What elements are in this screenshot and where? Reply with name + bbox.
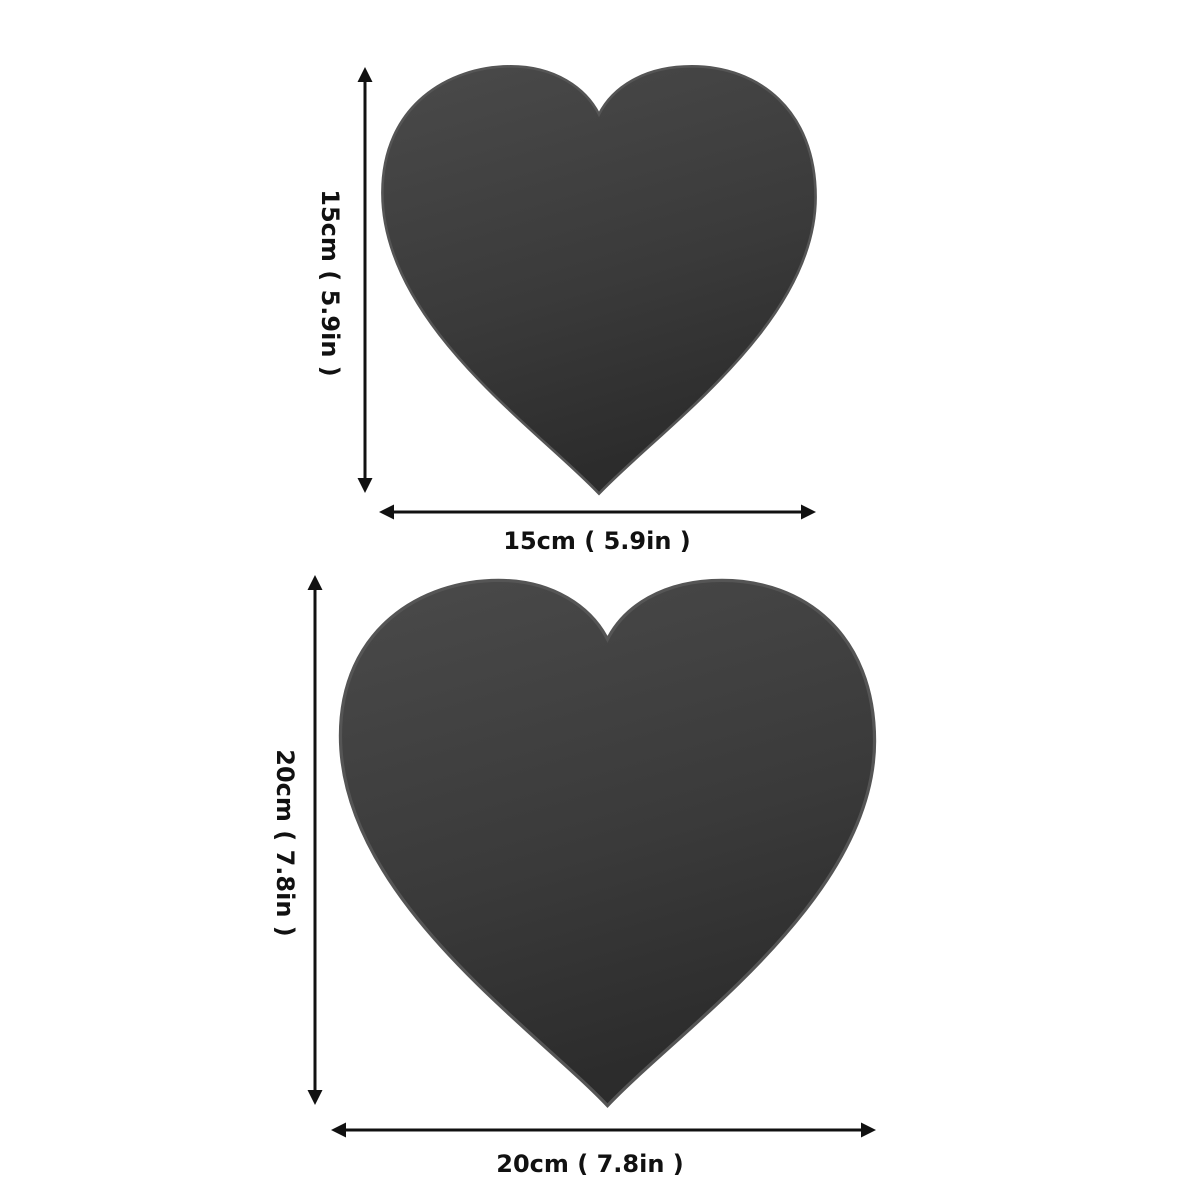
small-heart-slate-image: [381, 65, 817, 495]
large-width-label: 20cm ( 7.8in ): [496, 1150, 684, 1178]
large-heart-slate-image: [338, 578, 877, 1108]
large-height-label: 20cm ( 7.8in ): [271, 749, 299, 937]
small-width-label: 15cm ( 5.9in ): [503, 527, 691, 555]
small-height-label: 15cm ( 5.9in ): [316, 189, 344, 377]
